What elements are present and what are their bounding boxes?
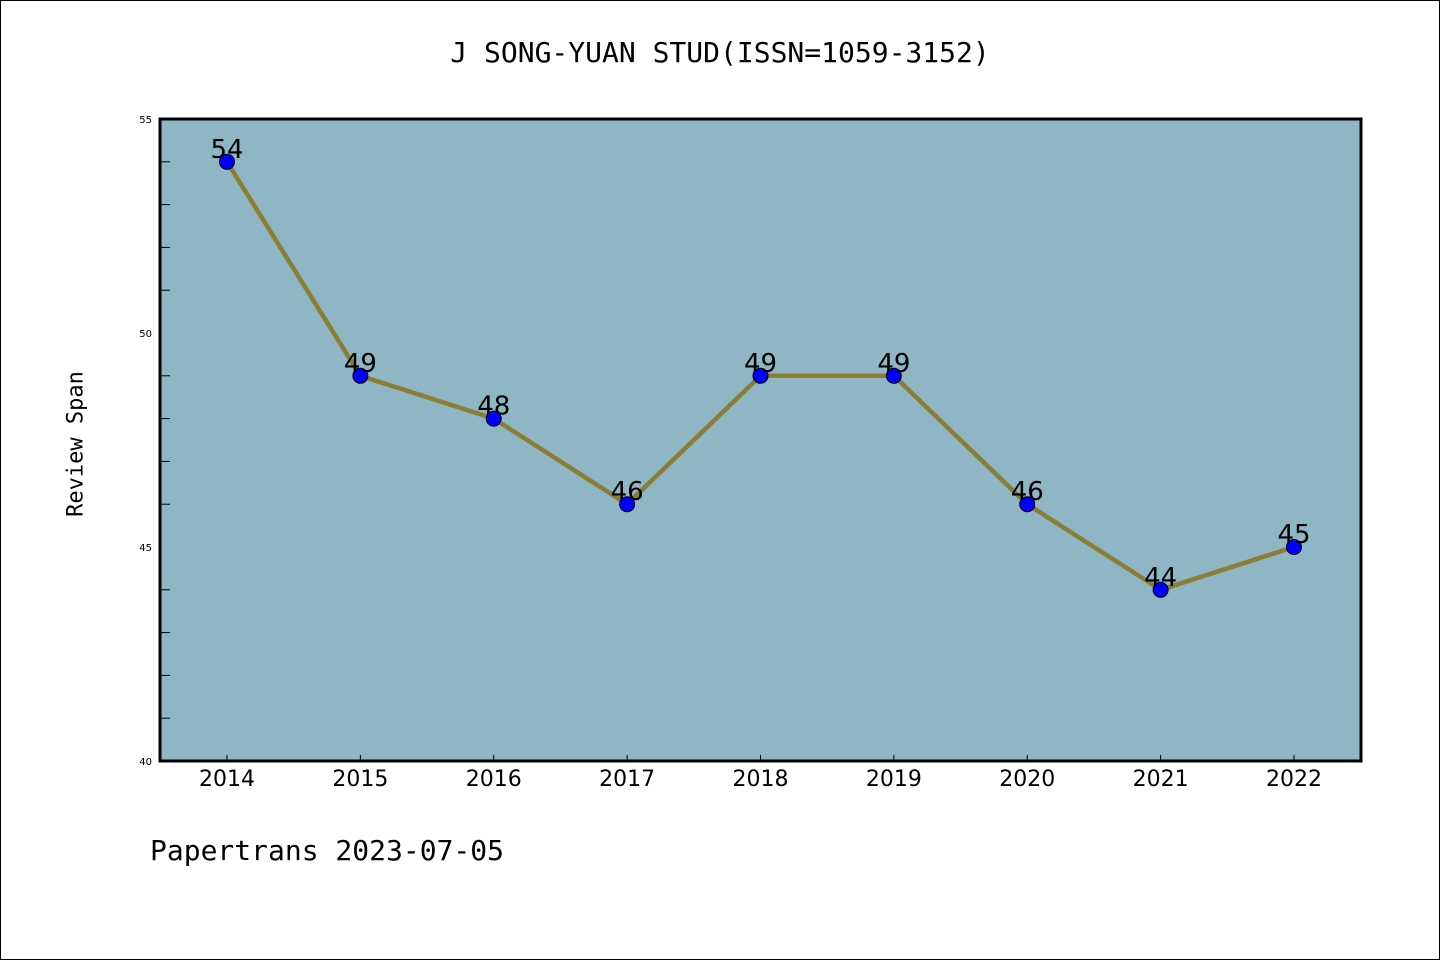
- x-tick-label: 2016: [466, 767, 522, 792]
- plot-border: [158, 117, 1363, 763]
- y-tick-label: 45: [139, 543, 152, 554]
- data-label: 44: [1144, 563, 1177, 593]
- y-tick-label: 55: [139, 115, 152, 126]
- chart-title: J SONG-YUAN STUD(ISSN=1059-3152): [450, 36, 990, 69]
- data-label: 49: [877, 349, 910, 379]
- data-point: [752, 367, 769, 384]
- data-label: 46: [611, 477, 644, 507]
- data-label: 46: [1011, 477, 1044, 507]
- data-point: [1019, 496, 1036, 513]
- footer-text: Papertrans 2023-07-05: [150, 834, 505, 867]
- data-point: [219, 153, 235, 170]
- x-tick-label: 2015: [332, 767, 388, 792]
- x-tick-label: 2019: [866, 767, 922, 792]
- data-point: [1286, 539, 1302, 555]
- data-label: 49: [744, 349, 777, 379]
- x-tick-label: 2014: [199, 767, 255, 792]
- data-point: [485, 410, 502, 427]
- data-label: 54: [210, 135, 243, 165]
- x-tick-label: 2022: [1266, 767, 1322, 792]
- x-tick-label: 2020: [999, 767, 1055, 792]
- x-tick-label: 2018: [733, 767, 789, 792]
- data-point: [1152, 581, 1169, 598]
- data-label: 45: [1277, 520, 1310, 550]
- data-point: [885, 367, 902, 384]
- x-tick-label: 2017: [599, 767, 655, 792]
- data-point: [619, 496, 636, 513]
- data-point: [352, 367, 369, 384]
- data-label: 48: [477, 392, 510, 422]
- x-tick-label: 2021: [1133, 767, 1189, 792]
- y-tick-label: 40: [139, 757, 152, 768]
- plot-background: [160, 119, 1361, 761]
- y-tick-label: 50: [139, 329, 152, 340]
- data-label: 49: [344, 349, 377, 379]
